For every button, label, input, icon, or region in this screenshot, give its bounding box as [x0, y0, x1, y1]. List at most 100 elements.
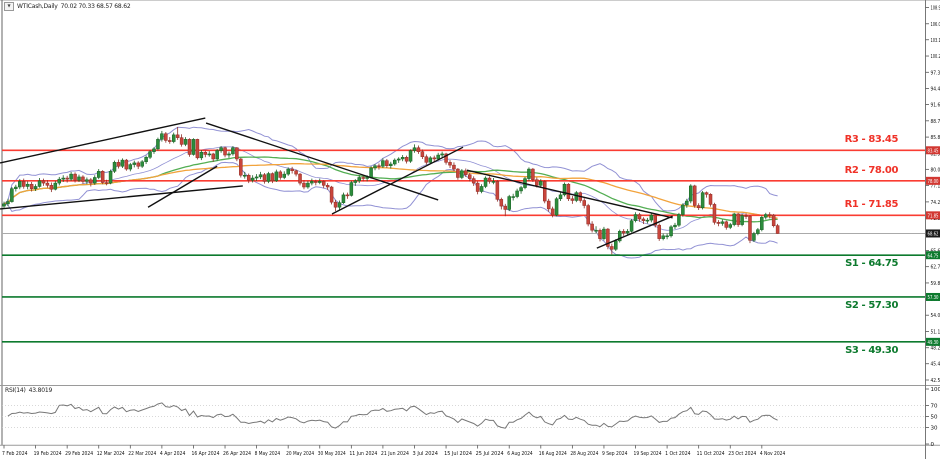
price-tick-label: 54.05 [931, 313, 940, 319]
date-tick-label: 30 May 2024 [318, 451, 346, 457]
level-lines[interactable] [2, 149, 925, 343]
level-badge-r1-bg [926, 211, 940, 220]
price-tick-label: 82.90 [931, 151, 940, 157]
date-tick-label: 11 Oct 2024 [697, 451, 725, 457]
candle [460, 170, 464, 178]
trend-lines[interactable] [0, 117, 673, 249]
candle [535, 179, 539, 186]
candle [621, 231, 626, 234]
candle [49, 185, 54, 190]
candle [483, 177, 488, 187]
candle [744, 215, 748, 217]
candle [495, 181, 500, 200]
candle [491, 181, 496, 183]
ohlc-values: 70.02 70.33 68.57 68.62 [60, 3, 131, 10]
level-label-r2[interactable]: R2 - 78.00 [844, 164, 899, 176]
candle [408, 150, 413, 162]
date-tick-label: 15 Jul 2024 [444, 451, 472, 457]
candle [704, 192, 709, 195]
candle [199, 151, 204, 159]
candle [353, 180, 358, 183]
candle [503, 205, 508, 210]
candle [499, 199, 504, 207]
candle [661, 235, 665, 239]
level-label-s1[interactable]: S1 - 64.75 [845, 258, 898, 270]
date-tick-label: 7 Feb 2024 [2, 451, 28, 457]
candle [227, 153, 231, 156]
candle [554, 198, 559, 216]
chart-collapse-icon[interactable]: ▼ [4, 2, 14, 11]
date-tick-label: 1 Oct 2024 [665, 451, 691, 457]
candle [748, 215, 752, 241]
date-tick-label: 8 May 2024 [255, 451, 281, 457]
candle [760, 217, 764, 230]
candle [349, 182, 354, 196]
candle [527, 168, 531, 179]
price-axis[interactable]: 108.90 106.00 103.15 100.25 97.35 94.45 91.60 8… [925, 6, 940, 449]
candle [681, 204, 685, 215]
candle [258, 174, 263, 178]
candle [767, 214, 772, 216]
candle [653, 214, 658, 226]
candle [100, 171, 105, 183]
candle [594, 229, 598, 232]
candle [302, 182, 306, 188]
candle [144, 157, 148, 163]
candle [306, 182, 310, 188]
candle [712, 204, 717, 223]
candle [716, 222, 721, 224]
rsi-line [7, 402, 778, 429]
level-label-r1[interactable]: R1 - 71.85 [844, 199, 899, 211]
current-price-badge-bg [926, 229, 940, 238]
price-tick-label: 80.05 [931, 167, 940, 173]
candle [298, 173, 302, 184]
candle [586, 205, 590, 225]
price-tick-label: 62.70 [931, 265, 940, 271]
level-label-s3[interactable]: S3 - 49.30 [845, 344, 898, 356]
candle [337, 202, 342, 208]
candle [160, 133, 164, 140]
candle [171, 134, 176, 142]
candle [732, 213, 736, 225]
date-tick-label: 3 Jul 2024 [412, 451, 438, 457]
candle [519, 187, 523, 192]
candle [183, 139, 188, 145]
candle [393, 159, 397, 165]
candle [329, 186, 334, 203]
current-price-badge: 68.62 [928, 232, 939, 238]
candle [286, 168, 290, 175]
candle [692, 185, 697, 206]
candle [41, 180, 46, 184]
level-label-s2[interactable]: S2 - 57.30 [845, 299, 898, 311]
candle [689, 185, 693, 202]
time-axis[interactable]: 7 Feb 2024 19 Feb 2024 29 Feb 2024 12 Mar 2… [2, 445, 786, 457]
rsi-tick-label: 70 [931, 404, 938, 410]
candle [381, 160, 385, 167]
candle [318, 181, 322, 183]
candle [191, 139, 196, 155]
candle [112, 162, 117, 172]
candle [223, 147, 227, 156]
date-tick-label: 22 Mar 2024 [128, 451, 156, 457]
candle [96, 171, 101, 178]
candle [440, 153, 444, 156]
candle [215, 150, 219, 160]
candle [136, 162, 140, 167]
candle [448, 162, 452, 166]
level-badge-s2: 57.30 [928, 295, 939, 301]
symbol-label: WTICash,Daily [17, 3, 58, 10]
candle [566, 183, 571, 200]
symbol-bar: ▼ WTICash,Daily 70.02 70.33 68.57 68.62 [4, 2, 131, 11]
candle [89, 179, 93, 184]
candle [467, 174, 472, 179]
date-tick-label: 16 Aug 2024 [539, 451, 567, 457]
candle [14, 186, 18, 189]
candle [771, 214, 776, 226]
date-tick-label: 12 Mar 2024 [97, 451, 125, 457]
level-badge-s3: 49.30 [928, 340, 939, 346]
level-label-r3[interactable]: R3 - 83.45 [844, 134, 899, 146]
candle [325, 185, 330, 188]
candle [321, 181, 326, 186]
date-tick-label: 4 Apr 2024 [160, 451, 186, 457]
